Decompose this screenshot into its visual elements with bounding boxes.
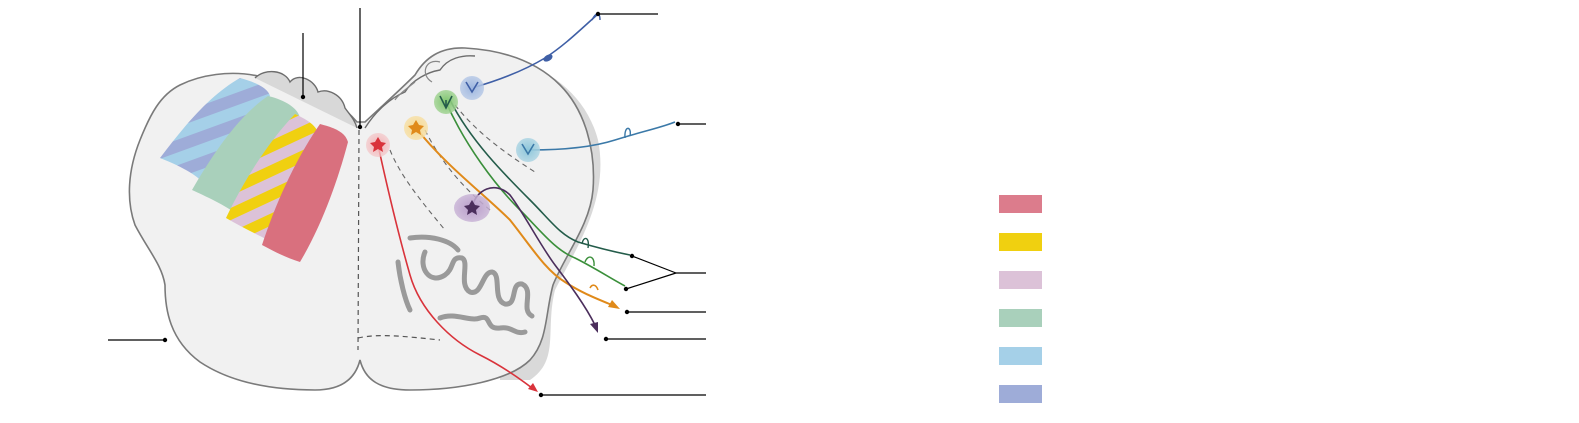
legend-swatch-pink-tract bbox=[999, 271, 1042, 289]
grey-matter-stroke-1 bbox=[407, 234, 461, 253]
dark-green-fiber bbox=[449, 99, 631, 256]
red-neuron bbox=[366, 133, 390, 157]
purple-fiber bbox=[471, 186, 596, 326]
leader-lines bbox=[108, 8, 706, 396]
teal-fiber bbox=[529, 121, 676, 151]
legend-item-pink-tract bbox=[999, 271, 1059, 309]
green-fiber bbox=[445, 101, 626, 287]
legend-item-dark-blue-tract bbox=[999, 385, 1059, 423]
dorsal-notch bbox=[254, 71, 358, 129]
tract-band-yellow bbox=[226, 114, 318, 240]
legend-item-green-tract bbox=[999, 309, 1059, 347]
orange-fiber bbox=[415, 127, 613, 306]
tract-band-red bbox=[262, 124, 348, 262]
ventral-fissure bbox=[357, 335, 441, 341]
legend-swatch-yellow-tract bbox=[999, 233, 1042, 251]
orange-neuron bbox=[404, 116, 428, 140]
tract-band-green bbox=[192, 96, 300, 215]
legend-item-red-tract bbox=[999, 195, 1059, 233]
legend-swatch-light-blue-tract bbox=[999, 347, 1042, 365]
legend-swatch-dark-blue-tract bbox=[999, 385, 1042, 403]
median-septum bbox=[357, 129, 360, 351]
spinal-cord-diagram bbox=[108, 8, 706, 398]
color-legend bbox=[999, 195, 1059, 423]
grey-matter-convolution bbox=[420, 249, 535, 319]
teal-neuron bbox=[516, 138, 540, 162]
dorsal-notch-right bbox=[364, 55, 476, 129]
spinal-cord-outline bbox=[128, 47, 595, 391]
leader-dots bbox=[162, 11, 681, 398]
grey-matter-convolution-2 bbox=[437, 313, 528, 336]
tract-band-blue bbox=[160, 78, 270, 185]
green-neuron bbox=[434, 90, 458, 114]
grey-matter-stroke-2 bbox=[395, 259, 413, 313]
legend-swatch-red-tract bbox=[999, 195, 1042, 213]
purple-neuron bbox=[454, 194, 490, 222]
legend-item-light-blue-tract bbox=[999, 347, 1059, 385]
blue-neuron bbox=[460, 76, 484, 100]
red-fiber bbox=[377, 144, 533, 389]
legend-item-yellow-tract bbox=[999, 233, 1059, 271]
legend-swatch-green-tract bbox=[999, 309, 1042, 327]
